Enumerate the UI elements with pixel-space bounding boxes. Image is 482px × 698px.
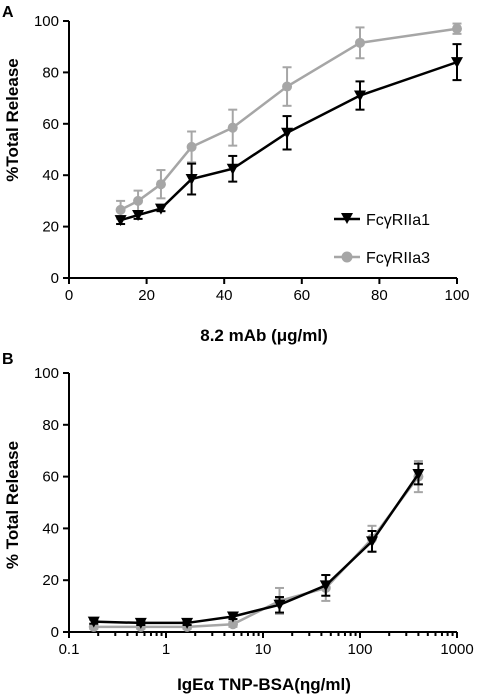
data-point (354, 90, 366, 102)
x-tick-label: 10 (255, 641, 272, 658)
panel-a-chart: A %Total Release 8.2 mAb (μg/ml) 0 20 40 60… (2, 4, 470, 345)
data-point (155, 179, 166, 190)
panel-a-letter: A (2, 4, 14, 21)
data-point (181, 617, 194, 629)
y-tick-label: 40 (42, 167, 59, 184)
y-tick-label: 80 (42, 64, 59, 81)
series-line (93, 475, 420, 629)
series-triangle-down (114, 43, 463, 227)
data-point (319, 580, 332, 592)
data-point (452, 23, 462, 34)
panel-b-axes: 0 20 40 60 80 100 0.1 1 10 100 1000 (34, 365, 474, 658)
panel-b-chart: B % Total Release IgEα TNP-BSA(ηg/ml) 0 2… (2, 351, 474, 694)
x-tick-label: 0 (65, 287, 73, 304)
data-point (355, 37, 365, 48)
data-point (186, 141, 197, 152)
x-tick-label: 100 (444, 287, 469, 304)
data-point (134, 617, 147, 629)
x-tick-label: 40 (216, 287, 233, 304)
panel-b-series (87, 460, 425, 632)
x-tick-label: 0.1 (59, 641, 80, 658)
data-point (133, 195, 144, 206)
y-tick-label: 60 (42, 116, 59, 133)
legend-label-fcgriia1: FcγRIIa1 (366, 212, 430, 229)
data-point (115, 204, 126, 215)
series-circle (88, 460, 424, 632)
data-point (185, 174, 198, 186)
y-tick-label: 20 (42, 219, 59, 236)
x-tick-label: 80 (371, 287, 388, 304)
data-point (366, 536, 379, 548)
data-point (87, 616, 100, 628)
legend-label-fcgriia3: FcγRIIa3 (366, 250, 430, 267)
panel-a-axes: 0 20 40 60 80 100 0 20 40 60 80 100 (34, 13, 470, 304)
x-tick-label: 1 (162, 641, 170, 658)
data-point (114, 215, 127, 227)
series-triangle-down (87, 462, 425, 629)
series-line (93, 473, 420, 625)
data-point (273, 599, 286, 611)
data-point (154, 203, 167, 215)
panel-b-y-axis-label: % Total Release (3, 441, 22, 569)
data-point (226, 611, 239, 623)
y-tick-label: 20 (42, 572, 59, 589)
data-point (227, 619, 238, 630)
y-tick-label: 100 (34, 365, 59, 382)
y-tick-label: 0 (51, 624, 59, 641)
data-point (282, 81, 293, 92)
panel-a-legend: FcγRIIa1 FcγRIIa3 (334, 212, 430, 267)
y-tick-label: 100 (34, 13, 59, 30)
data-point (412, 469, 425, 481)
x-tick-label: 100 (347, 641, 372, 658)
panel-b-letter: B (2, 351, 14, 368)
series-circle (115, 22, 462, 220)
panel-a-y-axis-label: %Total Release (3, 58, 22, 181)
x-tick-label: 60 (293, 287, 310, 304)
series-line (120, 27, 458, 212)
data-point (227, 122, 238, 133)
y-tick-label: 40 (42, 520, 59, 537)
legend-circle-icon (341, 251, 353, 263)
panel-a-series (114, 22, 463, 227)
y-tick-label: 0 (51, 270, 59, 287)
data-point (132, 210, 145, 222)
x-tick-label: 1000 (440, 641, 473, 658)
data-point (226, 163, 239, 175)
data-point (281, 127, 294, 139)
y-tick-label: 60 (42, 469, 59, 486)
panel-a-x-axis-label: 8.2 mAb (μg/ml) (200, 326, 328, 345)
panel-b-x-axis-label: IgEα TNP-BSA(ηg/ml) (177, 675, 351, 694)
legend-triangle-down-icon (341, 213, 353, 224)
y-tick-label: 80 (42, 417, 59, 434)
data-point (451, 57, 463, 69)
x-tick-label: 20 (138, 287, 155, 304)
